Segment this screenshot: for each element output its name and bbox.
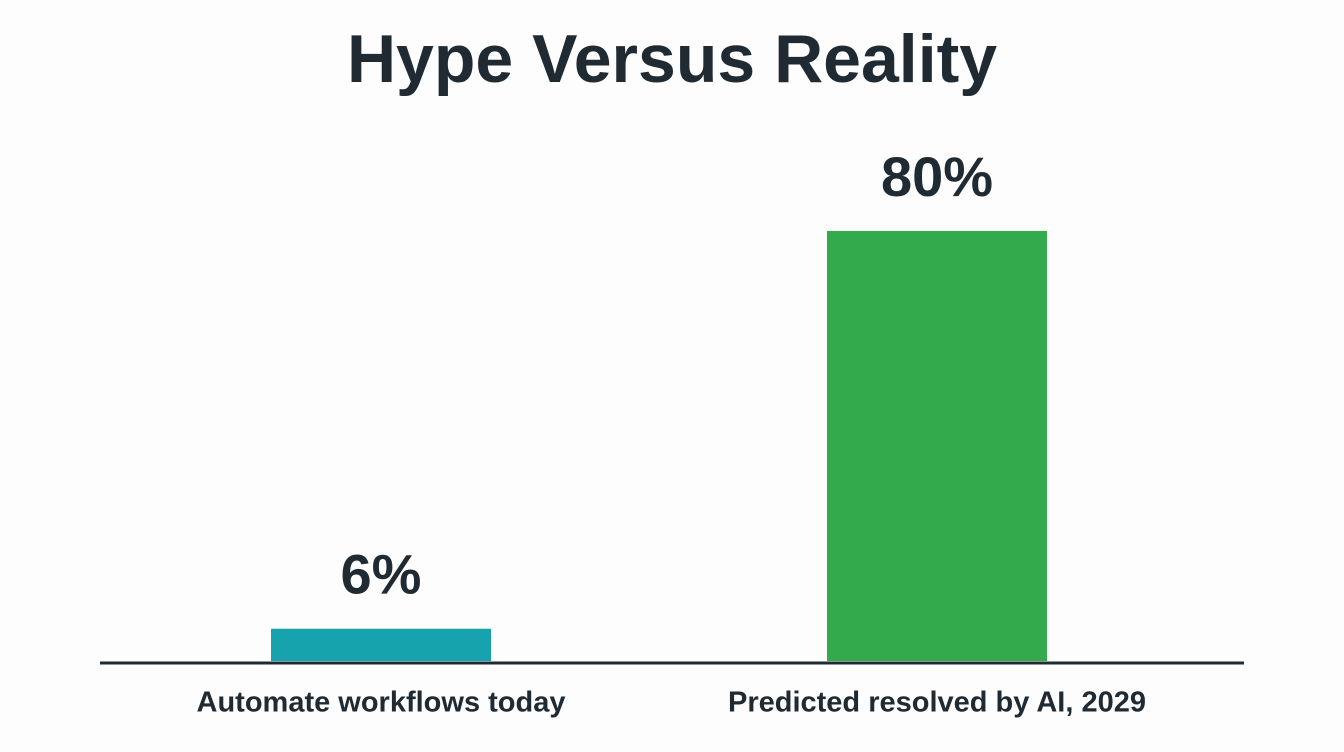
- x-tick-label: Automate workflows today: [197, 687, 566, 719]
- bar: [271, 628, 491, 661]
- x-tick-label: Predicted resolved by AI, 2029: [728, 687, 1146, 719]
- bar: [827, 231, 1047, 661]
- value-label: 6%: [341, 543, 422, 606]
- chart-title: Hype Versus Reality: [347, 21, 997, 97]
- value-label: 80%: [881, 145, 993, 208]
